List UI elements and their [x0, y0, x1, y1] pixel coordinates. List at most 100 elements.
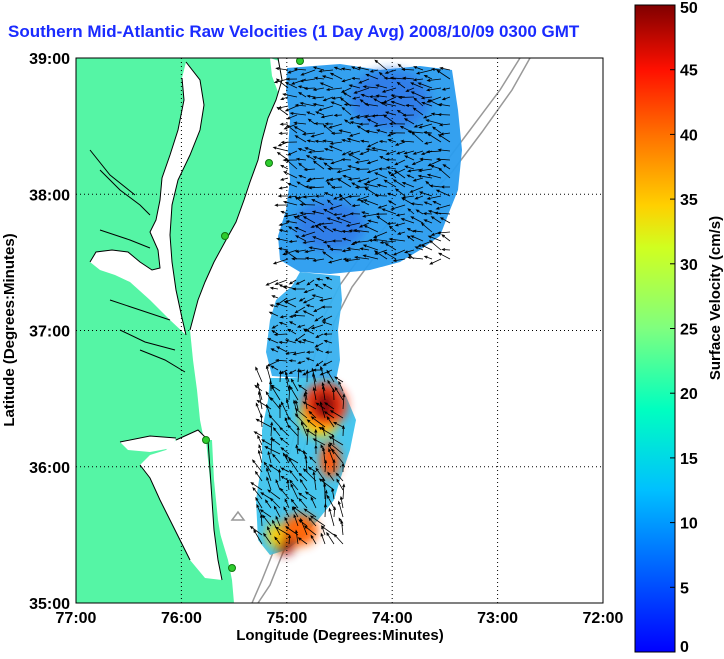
velocity-arrow — [283, 506, 290, 518]
velocity-arrow — [273, 78, 289, 84]
velocity-arrow — [423, 201, 433, 206]
velocity-arrow — [304, 491, 317, 500]
velocity-arrow — [312, 66, 325, 71]
velocity-arrow — [322, 139, 334, 143]
velocity-arrow — [336, 168, 352, 174]
colorbar-tick-label: 20 — [680, 386, 698, 403]
velocity-arrow — [269, 380, 273, 392]
velocity-arrow — [359, 199, 370, 206]
velocity-arrow — [406, 174, 415, 179]
velocity-arrow — [273, 333, 288, 337]
velocity-arrow — [294, 408, 308, 419]
velocity-arrow — [342, 257, 352, 261]
velocity-arrow — [318, 478, 335, 491]
velocity-arrow — [288, 457, 299, 473]
velocity-arrow — [412, 78, 424, 82]
velocity-arrow — [319, 82, 334, 89]
velocity-arrow — [360, 93, 370, 98]
velocity-arrow — [256, 382, 263, 401]
velocity-arrow — [284, 454, 299, 464]
velocity-arrow — [286, 124, 298, 134]
velocity-arrow — [381, 208, 397, 215]
velocity-arrow — [277, 468, 282, 482]
velocity-arrow — [293, 215, 307, 224]
velocity-arrow — [294, 226, 307, 233]
velocity-arrow — [311, 294, 324, 299]
velocity-arrow — [272, 146, 289, 152]
velocity-arrow — [320, 114, 334, 119]
velocity-arrow — [413, 123, 424, 128]
velocity-arrow — [323, 332, 333, 336]
velocity-arrow — [373, 123, 388, 128]
velocity-arrow — [261, 439, 272, 446]
velocity-arrow — [323, 147, 334, 152]
velocity-arrow — [312, 236, 325, 242]
velocity-arrow — [280, 401, 290, 419]
velocity-arrow — [273, 505, 281, 518]
velocity-arrow — [406, 168, 424, 173]
velocity-arrow — [427, 235, 442, 242]
velocity-arrow — [426, 195, 442, 200]
velocity-arrow — [338, 193, 352, 206]
velocity-arrow — [417, 168, 433, 173]
velocity-arrow — [341, 138, 352, 143]
velocity-arrow — [346, 137, 361, 143]
velocity-arrow — [300, 421, 308, 437]
velocity-arrow — [279, 437, 290, 446]
velocity-arrow — [259, 513, 263, 527]
velocity-arrow — [319, 297, 333, 302]
velocity-arrow — [303, 288, 315, 293]
velocity-arrow — [312, 87, 325, 91]
y-tick-label: 38:00 — [29, 187, 70, 204]
velocity-arrow — [282, 200, 298, 206]
velocity-arrow — [276, 346, 288, 353]
velocity-arrow — [297, 384, 308, 392]
velocity-arrow — [303, 508, 317, 518]
velocity-arrow — [266, 467, 272, 482]
velocity-arrow — [329, 72, 343, 80]
velocity-arrow — [272, 258, 289, 265]
velocity-arrow — [403, 118, 415, 125]
y-tick-label: 39:00 — [29, 51, 70, 68]
velocity-arrow — [378, 139, 388, 144]
velocity-arrow — [365, 73, 379, 80]
velocity-arrow — [351, 66, 361, 71]
velocity-arrow — [302, 328, 315, 335]
station-marker — [221, 232, 229, 240]
velocity-arrow — [300, 231, 316, 237]
velocity-arrow — [359, 247, 370, 251]
velocity-arrow — [315, 348, 324, 353]
velocity-arrow — [270, 365, 279, 371]
velocity-arrow — [412, 229, 424, 233]
velocity-arrow — [298, 162, 307, 170]
velocity-arrow — [278, 370, 282, 383]
velocity-arrow — [329, 410, 344, 419]
velocity-arrow — [341, 229, 352, 233]
colorbar-tick-label: 15 — [680, 451, 698, 468]
velocity-arrow — [303, 86, 316, 90]
velocity-arrow — [404, 155, 415, 161]
velocity-arrow — [271, 295, 279, 299]
velocity-arrow — [318, 426, 335, 437]
velocity-arrow — [304, 147, 316, 152]
velocity-arrow — [400, 139, 415, 143]
velocity-arrow — [293, 121, 307, 125]
land-mass — [76, 58, 282, 603]
velocity-arrow — [270, 421, 274, 437]
velocity-arrow — [331, 96, 343, 100]
velocity-arrow — [310, 534, 317, 545]
velocity-arrow — [383, 76, 397, 80]
velocity-arrow — [332, 388, 336, 401]
velocity-arrow — [255, 366, 263, 383]
velocity-arrow — [359, 99, 370, 107]
velocity-arrow — [263, 461, 272, 473]
hf-radar-stations — [202, 58, 304, 572]
velocity-arrow — [298, 297, 306, 302]
velocity-arrow — [336, 217, 352, 224]
velocity-arrow — [403, 249, 415, 254]
velocity-arrow — [278, 222, 289, 226]
velocity-arrow — [436, 231, 451, 235]
velocity-arrow — [362, 254, 379, 260]
velocity-arrow — [423, 219, 433, 224]
velocity-arrow — [435, 204, 451, 210]
